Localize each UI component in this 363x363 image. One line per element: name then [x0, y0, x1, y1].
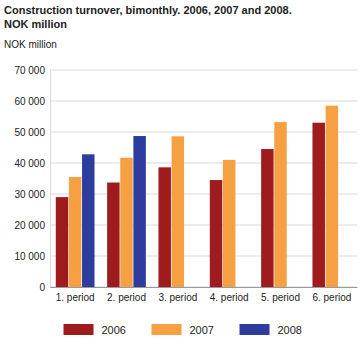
title: Construction turnover, bimonthly. 2006, … — [4, 4, 292, 16]
x-tick-label: 1. period — [56, 292, 95, 303]
bar — [69, 177, 81, 287]
bar — [312, 123, 324, 287]
x-tick-label: 5. period — [261, 292, 300, 303]
bars — [56, 106, 338, 287]
y-tick-label: 50 000 — [14, 127, 45, 138]
bar — [261, 149, 273, 287]
legend-swatch — [64, 324, 94, 335]
x-tick: 2. period — [107, 287, 146, 303]
y-tick-label: 20 000 — [14, 220, 45, 231]
y-tick: 50 000 — [14, 127, 50, 138]
legend-label: 2008 — [278, 324, 302, 336]
bar — [107, 183, 119, 287]
y-tick-label: 70 000 — [14, 65, 45, 76]
y-tick-label: 40 000 — [14, 158, 45, 169]
grid-line — [50, 101, 357, 102]
bar — [172, 136, 184, 287]
bar — [56, 197, 68, 287]
y-axis-line — [50, 71, 51, 288]
grid-line — [50, 287, 357, 288]
y-tick: 70 000 — [14, 65, 50, 76]
x-axis: 1. period 2. period 3. period 4. period 5. p… — [51, 287, 358, 303]
bar — [158, 167, 170, 287]
grid-line — [50, 132, 357, 133]
grid-line — [50, 70, 357, 71]
x-axis-line — [51, 287, 358, 288]
y-tick-label: 30 000 — [14, 189, 45, 200]
y-tick: 60 000 — [14, 96, 50, 107]
x-tick: 1. period — [56, 287, 95, 303]
bar — [274, 122, 286, 287]
x-tick-label: 4. period — [210, 292, 249, 303]
x-tick-label: 6. period — [312, 292, 351, 303]
y-tick-label: 60 000 — [14, 96, 45, 107]
grid-line — [50, 256, 357, 257]
legend: 2006 2007 2008 — [64, 324, 302, 336]
grid — [50, 70, 357, 287]
bar — [82, 154, 94, 287]
y-axis-title: NOK million — [4, 39, 57, 50]
y-tick: 10 000 — [14, 251, 50, 262]
subtitle: NOK million — [4, 18, 67, 30]
y-tick-label: 10 000 — [14, 251, 45, 262]
legend-swatch — [240, 324, 270, 335]
legend-label: 2006 — [102, 324, 126, 336]
grid-line — [50, 163, 357, 164]
chart: Construction turnover, bimonthly. 2006, … — [0, 0, 363, 363]
legend-swatch — [152, 324, 182, 335]
y-tick: 40 000 — [14, 158, 50, 169]
plot: 0 10 000 20 000 30 000 40 000 50 000 60 000 70 … — [14, 65, 357, 303]
bar — [210, 180, 222, 287]
x-tick-label: 3. period — [158, 292, 197, 303]
legend-label: 2007 — [190, 324, 214, 336]
x-tick: 5. period — [261, 287, 300, 303]
x-tick: 3. period — [158, 287, 197, 303]
bar — [223, 160, 235, 287]
bar — [133, 136, 145, 287]
y-tick-label: 0 — [39, 282, 45, 293]
y-tick: 20 000 — [14, 220, 50, 231]
y-axis: 0 10 000 20 000 30 000 40 000 50 000 60 000 70 … — [14, 65, 50, 293]
bar — [326, 106, 338, 287]
y-tick: 30 000 — [14, 189, 50, 200]
grid-line — [50, 194, 357, 195]
x-tick-label: 2. period — [107, 292, 146, 303]
x-tick: 6. period — [312, 287, 351, 303]
y-tick: 0 — [39, 282, 50, 293]
x-tick: 4. period — [210, 287, 249, 303]
grid-line — [50, 225, 357, 226]
bar — [120, 158, 132, 287]
